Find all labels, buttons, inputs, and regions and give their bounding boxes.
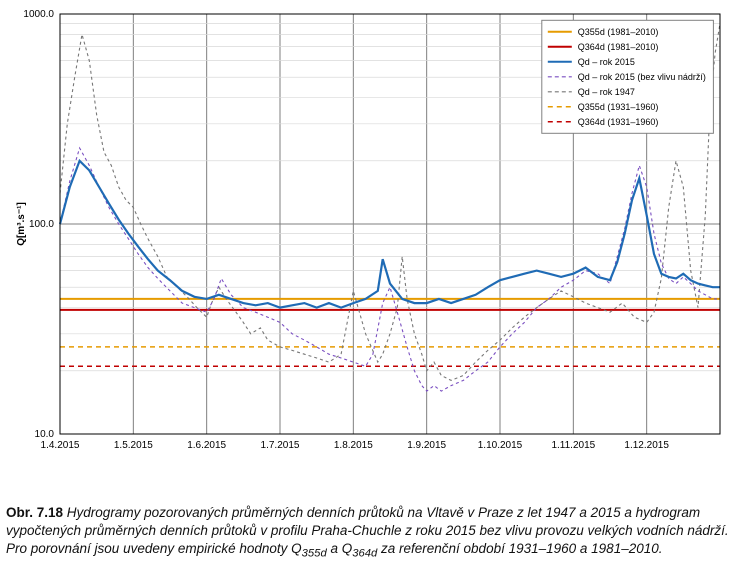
svg-text:Q[m³.s⁻¹]: Q[m³.s⁻¹] — [16, 202, 27, 246]
svg-text:Q364d (1931–1960): Q364d (1931–1960) — [578, 117, 659, 127]
svg-text:1.6.2015: 1.6.2015 — [187, 440, 226, 451]
svg-text:10.0: 10.0 — [35, 429, 55, 440]
caption-prefix: Obr. 7.18 — [6, 505, 63, 520]
svg-text:1.11.2015: 1.11.2015 — [551, 440, 595, 451]
hydrogram-chart: 1.4.2015 1.5.2015 1.6.2015 1.7.2015 1.8.2015… — [8, 4, 728, 462]
caption-after: za referenční období 1931–1960 a 1981–20… — [377, 541, 662, 556]
svg-text:1.5.2015: 1.5.2015 — [114, 440, 153, 451]
svg-text:Qd – rok 2015: Qd – rok 2015 — [578, 57, 635, 67]
svg-text:Qd – rok 1947: Qd – rok 1947 — [578, 87, 635, 97]
svg-text:Q364d (1981–2010): Q364d (1981–2010) — [578, 42, 659, 52]
svg-text:1000.0: 1000.0 — [23, 9, 54, 20]
svg-text:1.8.2015: 1.8.2015 — [334, 440, 373, 451]
svg-text:Q355d (1981–2010): Q355d (1981–2010) — [578, 27, 659, 37]
svg-text:1.9.2015: 1.9.2015 — [407, 440, 446, 451]
svg-text:1.4.2015: 1.4.2015 — [41, 440, 80, 451]
svg-text:1.12.2015: 1.12.2015 — [624, 440, 669, 451]
svg-text:100.0: 100.0 — [29, 219, 54, 230]
caption-mid: a Q — [327, 541, 353, 556]
svg-text:Qd – rok 2015 (bez vlivu nádrž: Qd – rok 2015 (bez vlivu nádrží) — [578, 72, 706, 82]
figure-caption: Obr. 7.18 Hydrogramy pozorovaných průměr… — [6, 504, 730, 562]
svg-text:1.7.2015: 1.7.2015 — [261, 440, 300, 451]
svg-text:1.10.2015: 1.10.2015 — [478, 440, 523, 451]
caption-sub2: 364d — [352, 548, 377, 560]
caption-sub1: 355d — [302, 548, 327, 560]
svg-text:Q355d (1931–1960): Q355d (1931–1960) — [578, 102, 659, 112]
